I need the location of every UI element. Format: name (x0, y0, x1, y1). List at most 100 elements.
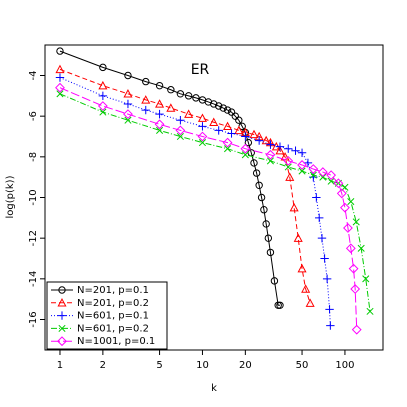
marker (327, 177, 335, 185)
marker (123, 89, 133, 98)
marker (166, 103, 176, 112)
marker (235, 116, 243, 124)
y-tick-label: -10 (28, 189, 39, 205)
marker (184, 92, 193, 100)
marker (250, 159, 258, 167)
marker (261, 135, 271, 145)
marker (303, 158, 313, 168)
marker (197, 131, 208, 142)
marker (270, 277, 279, 285)
marker (347, 198, 355, 206)
marker (351, 324, 362, 335)
marker (142, 77, 150, 86)
marker (284, 163, 292, 171)
marker (241, 132, 250, 141)
marker (55, 64, 65, 74)
marker (357, 244, 365, 252)
marker (192, 94, 200, 102)
legend-label: N=601, p=0.2 (77, 323, 149, 334)
marker (219, 104, 227, 112)
marker (312, 193, 321, 202)
marker (366, 307, 374, 315)
marker (283, 155, 294, 166)
marker (336, 188, 347, 199)
legend-label: N=201, p=0.2 (77, 298, 149, 309)
marker (308, 164, 319, 174)
marker (289, 202, 299, 212)
marker (123, 99, 133, 109)
marker (297, 160, 307, 170)
marker (222, 137, 233, 148)
marker (223, 145, 232, 153)
marker (124, 116, 132, 124)
marker (175, 125, 186, 136)
marker (223, 121, 233, 131)
x-tick-label: 10 (196, 360, 209, 371)
marker (266, 248, 275, 257)
marker (297, 148, 307, 157)
marker (241, 151, 249, 159)
x-tick-label: 50 (296, 360, 309, 371)
marker (343, 223, 353, 233)
marker (340, 202, 350, 213)
marker (317, 233, 327, 243)
x-tick-label: 100 (335, 360, 354, 371)
marker (197, 113, 207, 122)
marker (249, 129, 259, 139)
marker (99, 63, 107, 72)
marker (240, 143, 251, 154)
marker (345, 243, 356, 254)
marker (156, 126, 164, 134)
marker (325, 305, 334, 314)
marker (309, 171, 317, 179)
x-tick-label: 5 (156, 360, 162, 371)
x-tick-label: 2 (100, 360, 106, 371)
marker (362, 275, 370, 283)
series-line (59, 68, 311, 304)
marker (315, 213, 324, 223)
marker (227, 108, 236, 116)
series-line (59, 87, 358, 330)
marker (255, 181, 263, 190)
legend-label: N=601, p=0.1 (77, 311, 149, 322)
marker (341, 183, 349, 191)
marker (266, 157, 274, 165)
marker (234, 125, 244, 135)
marker (214, 102, 223, 110)
marker (266, 140, 275, 149)
marker (348, 263, 359, 274)
marker (260, 206, 268, 214)
marker (198, 122, 207, 131)
x-tick-label: 1 (57, 360, 63, 371)
y-tick-label: -14 (28, 271, 39, 287)
marker (276, 301, 284, 309)
marker (293, 233, 303, 242)
marker (333, 178, 344, 189)
legend-label: N=1001, p=0.1 (77, 336, 155, 347)
marker (141, 95, 151, 104)
marker (297, 263, 307, 273)
marker (264, 234, 273, 242)
marker (155, 81, 164, 90)
marker (317, 167, 328, 177)
marker (309, 172, 318, 182)
marker (210, 100, 218, 108)
marker (55, 82, 65, 93)
marker (352, 218, 360, 226)
marker (214, 126, 223, 135)
marker (99, 108, 107, 116)
marker (305, 298, 315, 307)
marker (56, 47, 64, 55)
marker (257, 193, 266, 202)
marker (265, 149, 276, 160)
marker (167, 86, 175, 94)
marker (209, 117, 219, 126)
y-tick-label: -4 (28, 71, 39, 81)
legend-marker (58, 286, 66, 294)
marker (176, 90, 185, 98)
annotation: ER (191, 62, 210, 78)
marker (244, 138, 253, 147)
marker (141, 105, 150, 115)
marker (252, 169, 261, 177)
